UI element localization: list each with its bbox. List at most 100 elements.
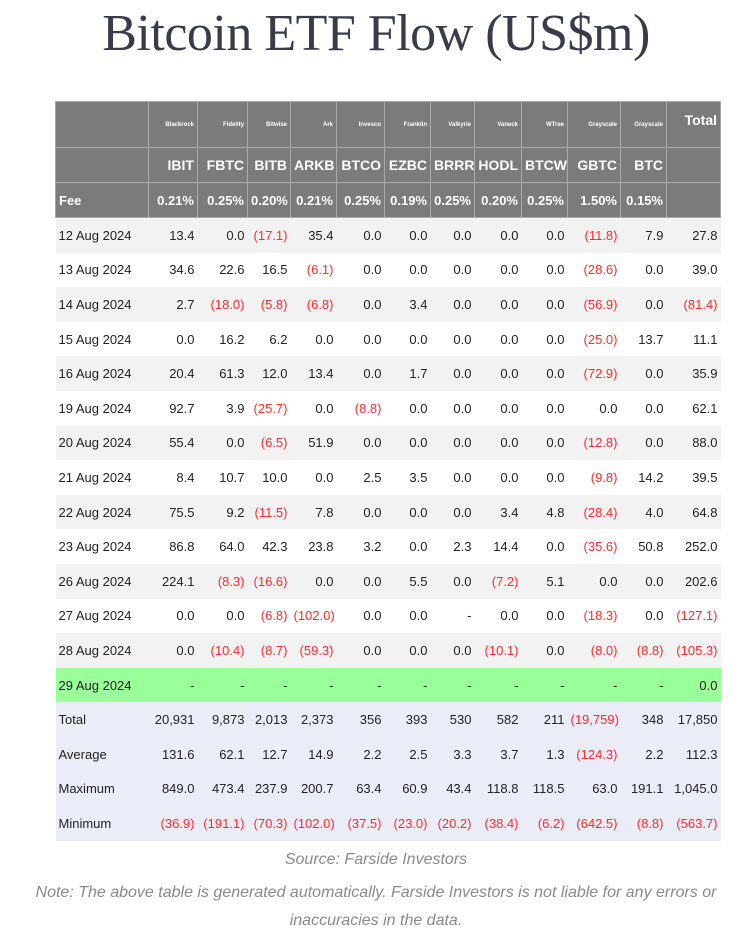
date-cell: 26 Aug 2024 xyxy=(55,563,149,599)
date-cell: 14 Aug 2024 xyxy=(55,287,149,322)
issuer-header: Blackrock xyxy=(148,101,198,148)
flow-cell: 0.0 xyxy=(474,356,522,391)
flow-cell: 13.4 xyxy=(290,356,337,391)
disclaimer-note: Note: The above table is generated autom… xyxy=(35,884,717,929)
flow-cell: (18.3) xyxy=(567,598,621,634)
flow-cell: (59.3) xyxy=(290,633,337,668)
flow-cell: 7.8 xyxy=(290,494,337,530)
summary-cell: 849.0 xyxy=(148,771,198,807)
table-row: 15 Aug 2024 0.0 16.2 6.2 0.0 0.0 0.0 0.0 0.0 0.0(… xyxy=(55,321,721,357)
date-cell: 23 Aug 2024 xyxy=(55,529,149,564)
flow-cell: 0.0 xyxy=(474,252,522,288)
flow-cell: 0.0 xyxy=(521,460,568,495)
flow-cell: (8.7) xyxy=(247,633,291,668)
flow-cell: 0.0 xyxy=(430,494,475,530)
date-cell: 15 Aug 2024 xyxy=(55,321,149,357)
flow-cell: 0.0 xyxy=(336,287,385,322)
summary-cell: (70.3) xyxy=(247,806,291,841)
flow-cell: (8.0) xyxy=(567,633,621,668)
issuer-header: Fidelity xyxy=(197,101,248,148)
issuer-header: Invesco xyxy=(336,101,385,148)
flow-cell: 0.0 xyxy=(148,321,198,357)
flow-cell: 39.0 xyxy=(666,252,721,288)
summary-cell: 131.6 xyxy=(148,736,198,772)
flow-cell: 0.0 xyxy=(474,287,522,322)
fee-label: Fee xyxy=(55,182,149,218)
summary-cell: (8.8) xyxy=(620,806,667,841)
flow-cell: (28.6) xyxy=(567,252,621,288)
flow-cell: 13.4 xyxy=(148,217,198,253)
flow-cell: 64.8 xyxy=(666,494,721,530)
flow-cell: 252.0 xyxy=(666,529,721,564)
flow-cell: 62.1 xyxy=(666,390,721,426)
flow-cell: 2.3 xyxy=(430,529,475,564)
flow-cell: 20.4 xyxy=(148,356,198,391)
flow-cell: - xyxy=(620,667,667,703)
flow-cell: 0.0 xyxy=(430,252,475,288)
flow-cell: (28.4) xyxy=(567,494,621,530)
flow-cell: 0.0 xyxy=(384,529,431,564)
table-row: 13 Aug 2024 34.6 22.6 16.5 (6.1) 0.0 0.0 0.0 0.0… xyxy=(55,252,721,288)
flow-cell: 86.8 xyxy=(148,529,198,564)
table-row: 29 Aug 2024- - - - - - - - - - -0.0 xyxy=(55,667,721,703)
date-cell: 13 Aug 2024 xyxy=(55,252,149,288)
date-cell: 12 Aug 2024 xyxy=(55,217,149,253)
ticker-header-row: IBIT FBTC BITB ARKB BTCO EZBC BRRR HODL BTCW GBTC… xyxy=(55,147,721,183)
summary-cell: (36.9) xyxy=(148,806,198,841)
flow-cell: 2.5 xyxy=(336,460,385,495)
summary-row: Minimum (36.9) (191.1) (70.3) (102.0) (37.5)(… xyxy=(55,806,721,841)
summary-cell: 17,850 xyxy=(666,702,721,737)
summary-cell: 2.2 xyxy=(336,736,385,772)
summary-cell: (102.0) xyxy=(290,806,337,841)
header-blank xyxy=(666,147,721,183)
flow-cell: 0.0 xyxy=(430,633,475,668)
summary-cell: 20,931 xyxy=(148,702,198,737)
flow-cell: (6.8) xyxy=(247,598,291,634)
flow-cell: (56.9) xyxy=(567,287,621,322)
flow-cell: 0.0 xyxy=(336,356,385,391)
summary-cell: (124.3) xyxy=(567,736,621,772)
summary-cell: (19,759) xyxy=(567,702,621,737)
summary-cell: 63.0 xyxy=(567,771,621,807)
flow-cell: 1.7 xyxy=(384,356,431,391)
ticker-header: FBTC xyxy=(197,147,248,183)
flow-cell: 0.0 xyxy=(620,287,667,322)
flow-cell: - xyxy=(247,667,291,703)
summary-cell: (642.5) xyxy=(567,806,621,841)
flow-cell: 0.0 xyxy=(620,598,667,634)
flow-cell: 22.6 xyxy=(197,252,248,288)
flow-cell: 0.0 xyxy=(290,460,337,495)
flow-cell: 0.0 xyxy=(430,356,475,391)
flow-cell: - xyxy=(384,667,431,703)
summary-cell: 112.3 xyxy=(666,736,721,772)
summary-cell: 473.4 xyxy=(197,771,248,807)
flow-cell: 4.8 xyxy=(521,494,568,530)
fee-value: 0.25% xyxy=(430,182,475,218)
flow-cell: 0.0 xyxy=(384,425,431,461)
flow-cell: 0.0 xyxy=(521,529,568,564)
flow-cell: 64.0 xyxy=(197,529,248,564)
flow-cell: - xyxy=(148,667,198,703)
flow-cell: 5.5 xyxy=(384,563,431,599)
summary-cell: 200.7 xyxy=(290,771,337,807)
flow-cell: 0.0 xyxy=(384,598,431,634)
flow-cell: (35.6) xyxy=(567,529,621,564)
table-row: 12 Aug 2024 13.4 0.0 (17.1) 35.4 0.0 0.0 0.0 0.0… xyxy=(55,217,721,253)
summary-cell: 118.5 xyxy=(521,771,568,807)
flow-cell: - xyxy=(430,598,475,634)
flow-cell: 3.4 xyxy=(474,494,522,530)
issuer-header: Bitwise xyxy=(247,101,291,148)
summary-cell: (563.7) xyxy=(666,806,721,841)
summary-cell: (20.2) xyxy=(430,806,475,841)
flow-cell: 16.2 xyxy=(197,321,248,357)
flow-cell: 42.3 xyxy=(247,529,291,564)
summary-cell: 2.2 xyxy=(620,736,667,772)
flow-cell: (16.6) xyxy=(247,563,291,599)
flow-cell: 0.0 xyxy=(521,321,568,357)
flow-cell: 14.4 xyxy=(474,529,522,564)
table-row: 22 Aug 2024 75.5 9.2 (11.5) 7.8 0.0 0.0 0.0 3.4 4… xyxy=(55,494,721,530)
flow-cell: 0.0 xyxy=(430,321,475,357)
flow-cell: 0.0 xyxy=(197,598,248,634)
summary-label: Minimum xyxy=(55,806,149,841)
flow-cell: 0.0 xyxy=(666,667,721,703)
